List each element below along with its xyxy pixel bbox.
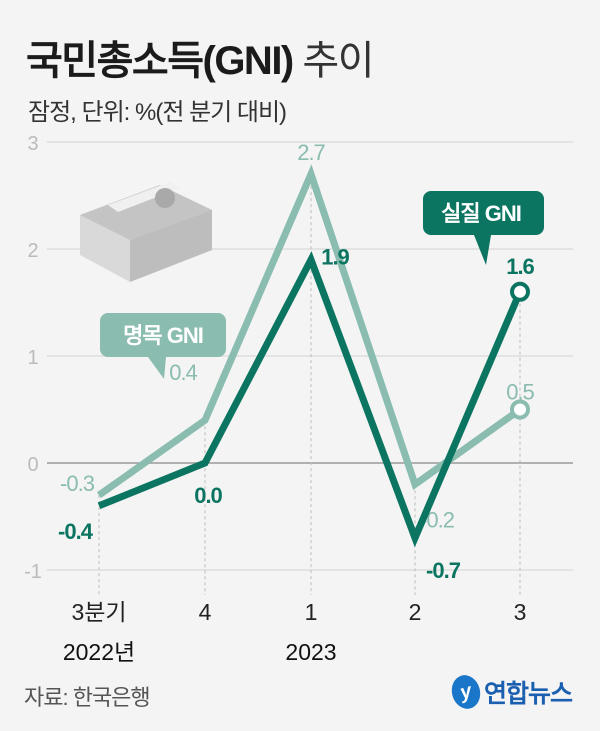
real-legend-bubble: [423, 191, 544, 265]
x-year-label: 2023: [285, 639, 336, 665]
data-label: -0.7: [426, 558, 461, 583]
y-tick-label: 3: [27, 133, 38, 155]
money-stack-icon: [80, 182, 212, 282]
data-label: 0.0: [194, 483, 222, 508]
title-light: 추이: [302, 39, 374, 83]
y-tick-label: -1: [24, 561, 42, 583]
data-label: 1.9: [321, 245, 349, 270]
data-label: -0.4: [58, 519, 94, 544]
yonhap-logo-icon: y: [448, 671, 484, 713]
x-tick-label: 2: [409, 599, 422, 625]
data-label: 2.7: [297, 140, 325, 165]
data-label: 0.5: [506, 380, 534, 405]
end-marker: [510, 399, 530, 420]
x-year-label: 2022년: [63, 639, 135, 665]
data-label: 0.4: [169, 360, 197, 385]
x-tick-label: 3: [514, 599, 527, 625]
x-tick-label: 1: [305, 599, 318, 625]
data-label: 1.6: [506, 254, 534, 279]
y-tick-label: 2: [27, 240, 38, 262]
subtitle: 잠정, 단위: %(전 분기 대비): [28, 99, 287, 126]
x-tick-label: 4: [199, 599, 212, 625]
title-bold: 국민총소득(GNI): [26, 39, 294, 83]
y-tick-label: 1: [27, 347, 38, 369]
real-legend-label: 실질 GNI: [441, 201, 521, 226]
source-note: 자료: 한국은행: [24, 685, 151, 710]
nominal-legend-label: 명목 GNI: [123, 323, 203, 348]
nominal-legend-bubble: [100, 313, 226, 379]
x-tick-label: 3분기: [71, 599, 126, 625]
data-label: -0.3: [60, 471, 95, 496]
real-gni-line: [97, 251, 524, 548]
y-tick-label: 0: [27, 454, 38, 476]
logo-text: 연합뉴스: [484, 680, 573, 708]
page-title: 국민총소득(GNI) 추이: [26, 28, 374, 86]
end-marker: [510, 281, 530, 302]
yonhap-logo: y 연합뉴스: [448, 671, 573, 713]
